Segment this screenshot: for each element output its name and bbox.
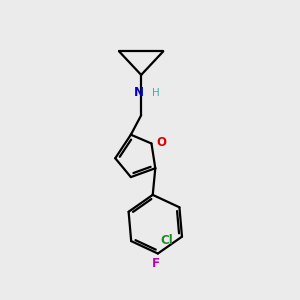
Text: O: O: [156, 136, 166, 148]
Text: N: N: [134, 86, 144, 99]
Text: Cl: Cl: [160, 234, 173, 247]
Text: H: H: [152, 88, 160, 98]
Text: F: F: [152, 257, 160, 270]
